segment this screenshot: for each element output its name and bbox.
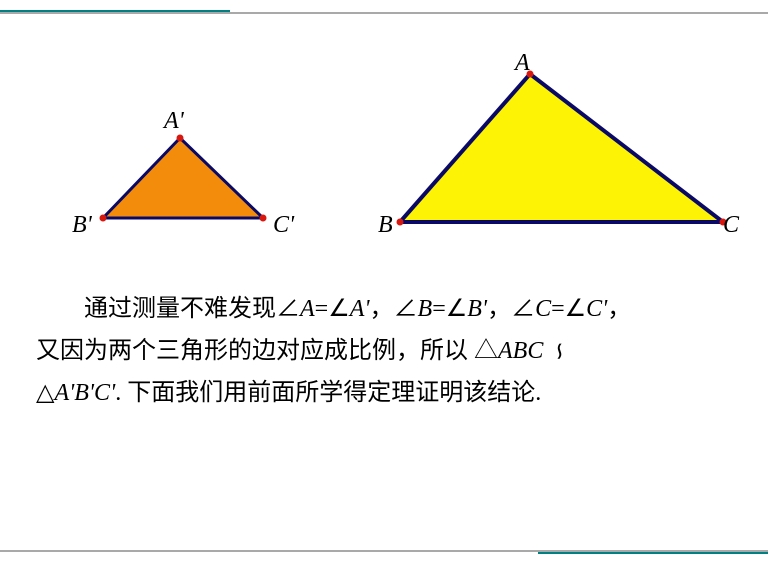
- t7: ，: [607, 296, 631, 322]
- t10: . 下面我们用前面所学得定理证明该结论.: [115, 380, 541, 406]
- t1: 通过测量不难发现∠: [84, 296, 300, 322]
- top-rule: [0, 8, 768, 14]
- bottom-rule: [0, 550, 768, 556]
- sym-Bp: B': [467, 296, 487, 322]
- sym-Cp: C': [586, 296, 607, 322]
- sym-C: C: [535, 296, 551, 322]
- vertex-label: B': [72, 212, 92, 239]
- triangle-small: [100, 135, 267, 222]
- sym-ABC: ABC: [498, 338, 543, 364]
- t6: =∠: [551, 296, 586, 322]
- top-rule-line: [0, 12, 768, 14]
- vertex-label: A': [164, 108, 184, 135]
- vertex-label: A: [515, 50, 530, 77]
- vertex-label: B: [378, 212, 393, 239]
- sym-B: B: [418, 296, 433, 322]
- sym-ApBpCp: A'B'C': [54, 380, 115, 406]
- vertex-label: C': [273, 212, 294, 239]
- t5: ，∠: [487, 296, 535, 322]
- explanation-text: 通过测量不难发现∠A=∠A'，∠B=∠B'，∠C=∠C'， 又因为两个三角形的边…: [36, 288, 736, 415]
- t4: =∠: [432, 296, 467, 322]
- diagram-area: A B C A' B' C': [0, 50, 768, 270]
- vertex-label: C: [723, 212, 739, 239]
- t8: 又因为两个三角形的边对应成比例，所以 △: [36, 338, 498, 364]
- slide: ABCA'B'C' 通过测量不难发现∠A=∠A'，∠B=∠B'，∠C=∠C'， …: [0, 0, 768, 576]
- triangle-large: [397, 71, 727, 226]
- t3: ，∠: [370, 296, 418, 322]
- bottom-rule-line: [0, 550, 768, 552]
- t9: △: [36, 380, 54, 406]
- similar-icon: ∽: [538, 341, 580, 361]
- sym-Ap: A': [350, 296, 370, 322]
- sym-A: A: [300, 296, 315, 322]
- t2: =∠: [315, 296, 350, 322]
